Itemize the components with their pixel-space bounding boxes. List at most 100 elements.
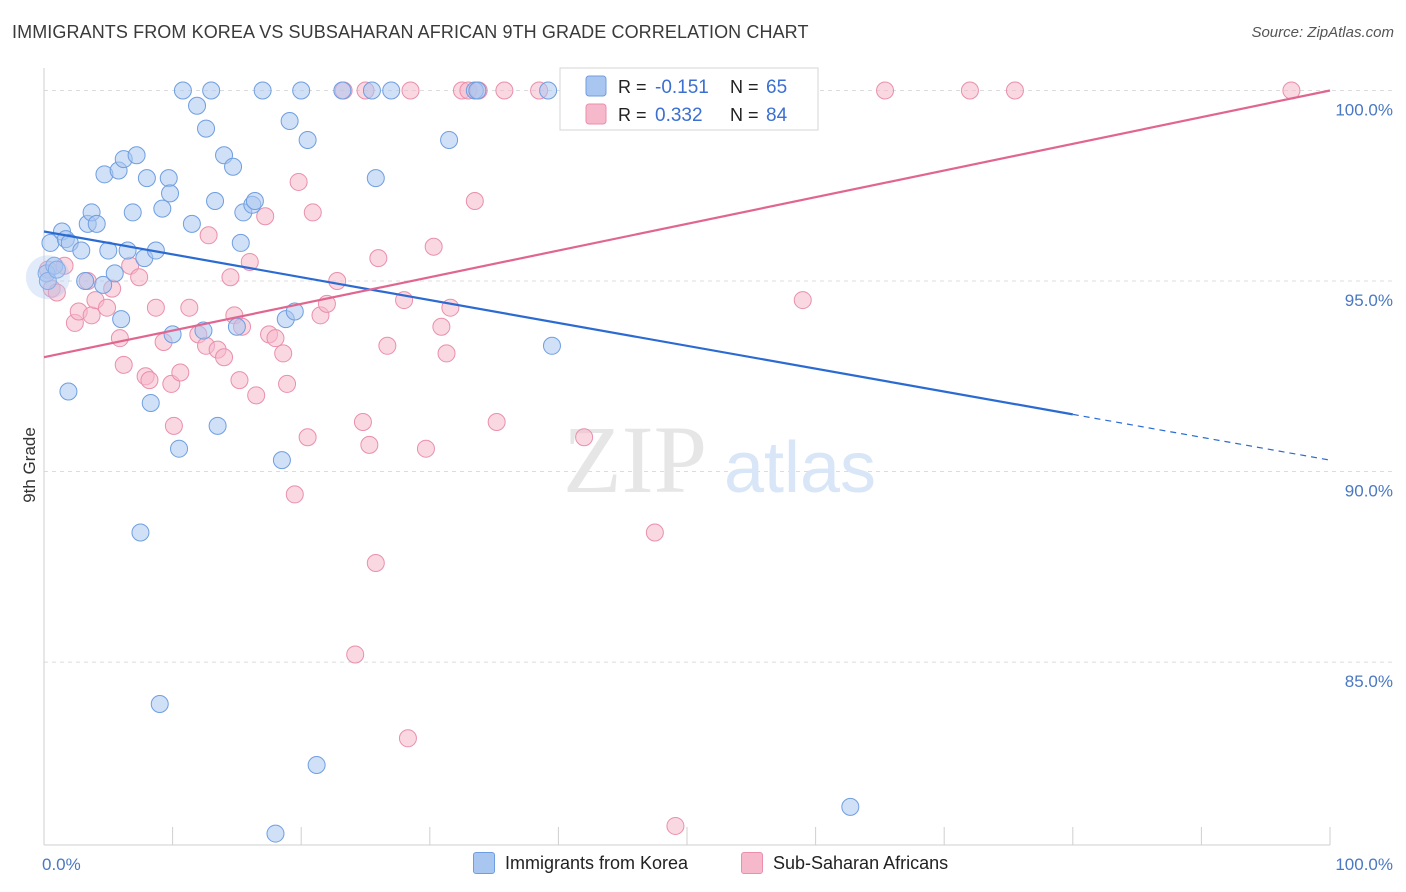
point-korea bbox=[127, 146, 146, 165]
point-sub-saharan bbox=[369, 249, 388, 268]
point-korea bbox=[47, 260, 66, 279]
point-korea bbox=[194, 321, 213, 340]
point-korea bbox=[208, 416, 227, 435]
point-korea bbox=[366, 169, 385, 188]
legend-item-subsaharan: Sub-Saharan Africans bbox=[741, 852, 948, 874]
point-sub-saharan bbox=[256, 207, 275, 226]
point-korea bbox=[131, 523, 150, 542]
point-sub-saharan bbox=[130, 268, 149, 287]
legend-r-label: R = bbox=[618, 105, 647, 125]
point-sub-saharan bbox=[221, 268, 240, 287]
point-korea bbox=[280, 111, 299, 130]
point-korea bbox=[224, 157, 243, 176]
point-korea bbox=[153, 199, 172, 218]
series-korea-points bbox=[25, 81, 860, 843]
legend-label-subsaharan: Sub-Saharan Africans bbox=[773, 852, 949, 873]
legend-label-korea: Immigrants from Korea bbox=[505, 852, 689, 873]
legend-box: R = -0.151 N = 65 R = 0.332 N = 84 bbox=[559, 67, 819, 131]
point-sub-saharan bbox=[346, 645, 365, 664]
point-korea bbox=[141, 393, 160, 412]
point-korea bbox=[197, 119, 216, 138]
legend-swatch-korea bbox=[473, 852, 495, 874]
point-korea bbox=[94, 275, 113, 294]
point-sub-saharan bbox=[247, 386, 266, 405]
point-korea bbox=[542, 336, 561, 355]
legend-r-value-subsaharan: 0.332 bbox=[655, 105, 703, 126]
point-sub-saharan bbox=[289, 172, 308, 191]
y-tick-label: 85.0% bbox=[1345, 672, 1393, 691]
point-sub-saharan bbox=[645, 523, 664, 542]
x-tick-labels: 0.0% 100.0% bbox=[42, 855, 1393, 874]
point-sub-saharan bbox=[575, 428, 594, 447]
point-sub-saharan bbox=[437, 344, 456, 363]
point-korea bbox=[468, 81, 487, 100]
point-sub-saharan bbox=[215, 348, 234, 367]
point-sub-saharan bbox=[114, 355, 133, 374]
y-axis-title: 9th Grade bbox=[20, 427, 39, 503]
point-korea bbox=[253, 81, 272, 100]
point-korea bbox=[161, 184, 180, 203]
legend-swatch-subsaharan bbox=[585, 103, 607, 125]
point-sub-saharan bbox=[98, 298, 117, 317]
point-korea bbox=[173, 81, 192, 100]
point-sub-saharan bbox=[666, 816, 685, 835]
point-sub-saharan bbox=[366, 554, 385, 573]
point-korea bbox=[123, 203, 142, 222]
legend-r-label: R = bbox=[618, 77, 647, 97]
point-korea bbox=[76, 272, 95, 291]
point-korea bbox=[105, 264, 124, 283]
point-sub-saharan bbox=[424, 237, 443, 256]
point-sub-saharan bbox=[328, 272, 347, 291]
point-korea bbox=[188, 96, 207, 115]
legend-n-label: N = bbox=[730, 77, 759, 97]
watermark-atlas: atlas bbox=[724, 428, 876, 508]
trend-lines bbox=[43, 89, 1331, 461]
legend-n-value-korea: 65 bbox=[766, 77, 787, 98]
point-sub-saharan bbox=[1005, 81, 1024, 100]
watermark: ZIP atlas bbox=[563, 406, 876, 513]
point-korea bbox=[539, 81, 558, 100]
point-sub-saharan bbox=[298, 428, 317, 447]
point-korea bbox=[231, 233, 250, 252]
point-sub-saharan bbox=[876, 81, 895, 100]
x-tick-label: 100.0% bbox=[1335, 855, 1393, 874]
trend-line-subsaharan bbox=[43, 89, 1331, 359]
point-korea bbox=[227, 317, 246, 336]
point-korea bbox=[170, 439, 189, 458]
y-tick-label: 100.0% bbox=[1335, 100, 1393, 119]
point-sub-saharan bbox=[432, 317, 451, 336]
point-korea bbox=[307, 755, 326, 774]
point-sub-saharan bbox=[180, 298, 199, 317]
legend-r-value-korea: -0.151 bbox=[655, 77, 709, 98]
legend-n-label: N = bbox=[730, 105, 759, 125]
point-korea-cluster bbox=[25, 255, 70, 300]
point-sub-saharan bbox=[398, 729, 417, 748]
point-korea bbox=[87, 214, 106, 233]
point-sub-saharan bbox=[378, 336, 397, 355]
point-korea bbox=[272, 451, 291, 470]
watermark-zip: ZIP bbox=[563, 406, 707, 513]
point-sub-saharan bbox=[416, 439, 435, 458]
point-sub-saharan bbox=[266, 329, 285, 348]
point-korea bbox=[137, 169, 156, 188]
point-korea bbox=[150, 695, 169, 714]
point-sub-saharan bbox=[171, 363, 190, 382]
point-sub-saharan bbox=[793, 291, 812, 310]
point-korea bbox=[333, 81, 352, 100]
point-sub-saharan bbox=[146, 298, 165, 317]
x-tick-label: 0.0% bbox=[42, 855, 81, 874]
point-korea bbox=[362, 81, 381, 100]
point-sub-saharan bbox=[274, 344, 293, 363]
point-korea bbox=[266, 824, 285, 843]
point-sub-saharan bbox=[353, 413, 372, 432]
point-korea bbox=[245, 191, 264, 210]
point-sub-saharan bbox=[360, 435, 379, 454]
point-sub-saharan bbox=[303, 203, 322, 222]
point-sub-saharan bbox=[495, 81, 514, 100]
point-korea bbox=[59, 382, 78, 401]
point-korea bbox=[841, 797, 860, 816]
point-korea bbox=[285, 302, 304, 321]
point-korea bbox=[182, 214, 201, 233]
axes bbox=[43, 68, 1331, 846]
point-sub-saharan bbox=[465, 191, 484, 210]
